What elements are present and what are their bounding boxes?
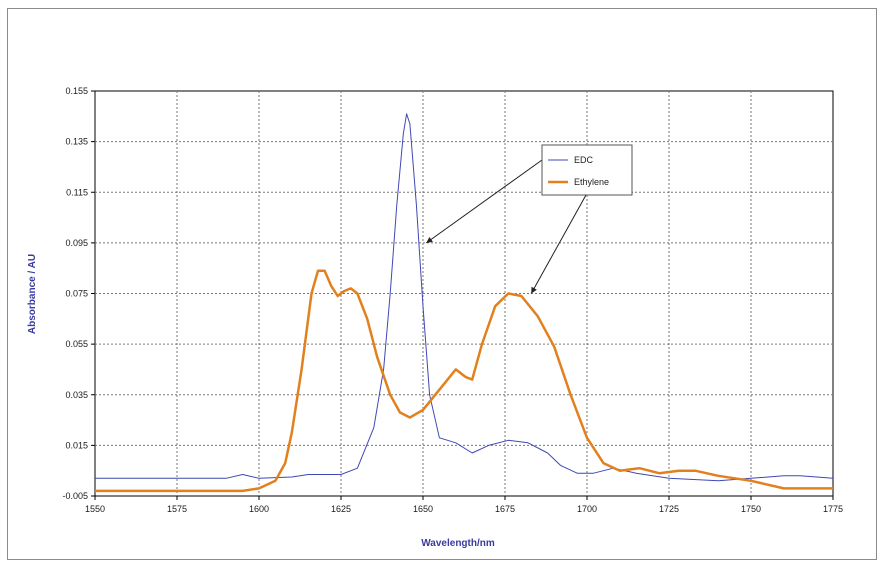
x-tick-label: 1550 [85,504,105,514]
annotation-arrowhead [531,286,537,294]
y-axis-title: Absorbance / AU [27,254,38,334]
x-tick-label: 1650 [413,504,433,514]
x-tick-label: 1775 [823,504,843,514]
series-group [95,113,834,493]
y-axis-ticks: -0.005 0.015 0.035 0.055 0.075 0.095 0.115 0.13… [62,86,95,501]
grid [95,91,833,496]
series-line-edc [95,113,834,482]
x-tick-label: 1675 [495,504,515,514]
annotation-arrowhead [426,236,433,243]
annotation-arrow [425,159,543,244]
legend-box [541,144,633,196]
chart-frame: -0.005 0.015 0.035 0.055 0.075 0.095 0.115 0.13… [7,8,877,560]
legend-label-edc: EDC [574,155,594,165]
x-tick-label: 1700 [577,504,597,514]
legend: EDC Ethylene [541,144,633,196]
y-tick-label: -0.005 [62,491,88,501]
x-tick-label: 1750 [741,504,761,514]
x-axis-title: Wavelength/nm [421,538,495,549]
y-tick-label: 0.015 [65,440,88,450]
y-tick-label: 0.055 [65,339,88,349]
x-tick-label: 1600 [249,504,269,514]
x-tick-label: 1725 [659,504,679,514]
y-tick-label: 0.075 [65,289,88,299]
x-tick-label: 1575 [167,504,187,514]
chart: -0.005 0.015 0.035 0.055 0.075 0.095 0.115 0.13… [27,86,843,549]
x-tick-label: 1625 [331,504,351,514]
y-tick-label: 0.035 [65,390,88,400]
y-tick-label: 0.095 [65,238,88,248]
y-tick-label: 0.115 [66,187,88,197]
y-tick-label: 0.135 [65,137,88,147]
y-tick-label: 0.155 [65,86,88,96]
annotation-arrow [530,194,587,294]
series-line-ethylene [95,269,833,493]
x-axis-ticks: 1550 1575 1600 1625 1650 1675 1700 1725 1750 1775 [85,496,843,514]
legend-label-ethylene: Ethylene [574,177,609,187]
annotation-arrows [425,159,587,294]
